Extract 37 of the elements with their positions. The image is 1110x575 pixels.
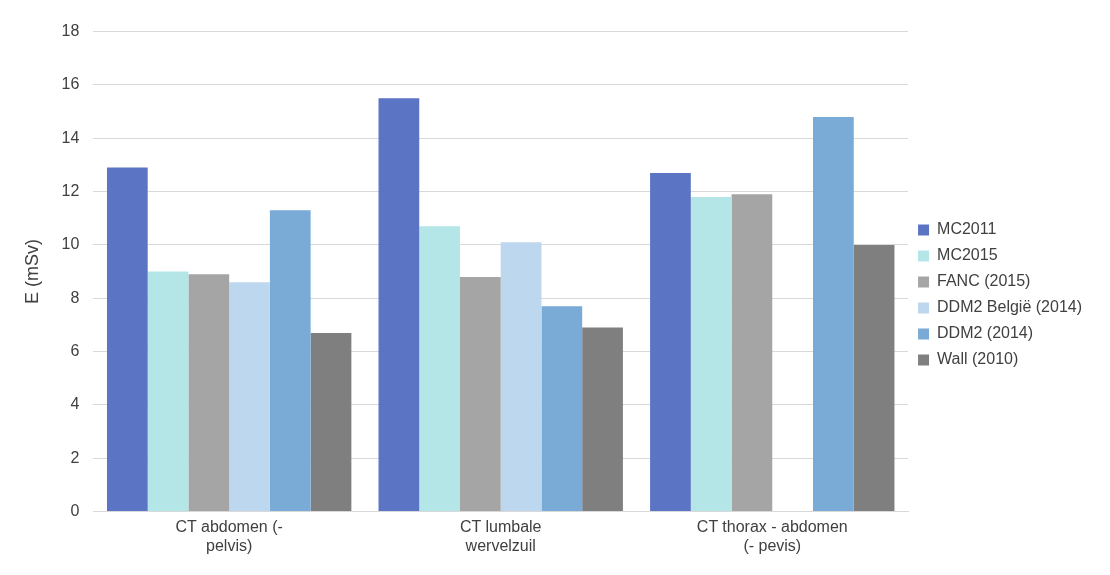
y-tick-label: 2	[70, 448, 80, 466]
y-tick-label: 18	[61, 22, 80, 40]
bar	[378, 98, 420, 512]
bar	[269, 210, 311, 512]
y-tick-label: 10	[61, 235, 80, 253]
legend-label: DDM2 België (2014)	[937, 298, 1082, 316]
bar	[853, 244, 895, 512]
bar	[731, 194, 773, 512]
y-tick-label: 4	[70, 395, 80, 413]
bar	[813, 116, 854, 512]
legend-label: FANC (2015)	[937, 272, 1031, 290]
bar	[582, 327, 623, 512]
bar	[229, 282, 270, 512]
bar	[147, 271, 189, 512]
legend-label: Wall (2010)	[937, 350, 1019, 368]
x-tick-label: CT abdomen (- pelvis)	[175, 517, 283, 554]
x-tick-label: CT thorax - abdomen (- pevis)	[696, 517, 848, 554]
bar	[459, 276, 501, 512]
y-tick-label: 16	[61, 75, 80, 93]
y-tick-label: 8	[70, 288, 80, 306]
y-axis-title: E (mSv)	[21, 239, 42, 305]
bar	[419, 226, 460, 512]
bar	[541, 306, 583, 512]
bar	[310, 332, 352, 512]
y-tick-label: 14	[61, 128, 80, 146]
bar	[500, 242, 542, 512]
bar	[106, 167, 148, 512]
y-tick-label: 12	[61, 182, 80, 200]
x-tick-label: CT lumbale wervelzuil	[459, 517, 542, 554]
bar	[650, 172, 691, 512]
legend-label: MC2015	[937, 246, 998, 264]
legend-label: MC2011	[937, 220, 997, 238]
y-tick-label: 6	[70, 342, 80, 360]
bar	[188, 274, 230, 512]
legend-label: DDM2 (2014)	[937, 324, 1034, 342]
bar	[690, 196, 732, 512]
y-tick-label: 0	[70, 502, 80, 520]
